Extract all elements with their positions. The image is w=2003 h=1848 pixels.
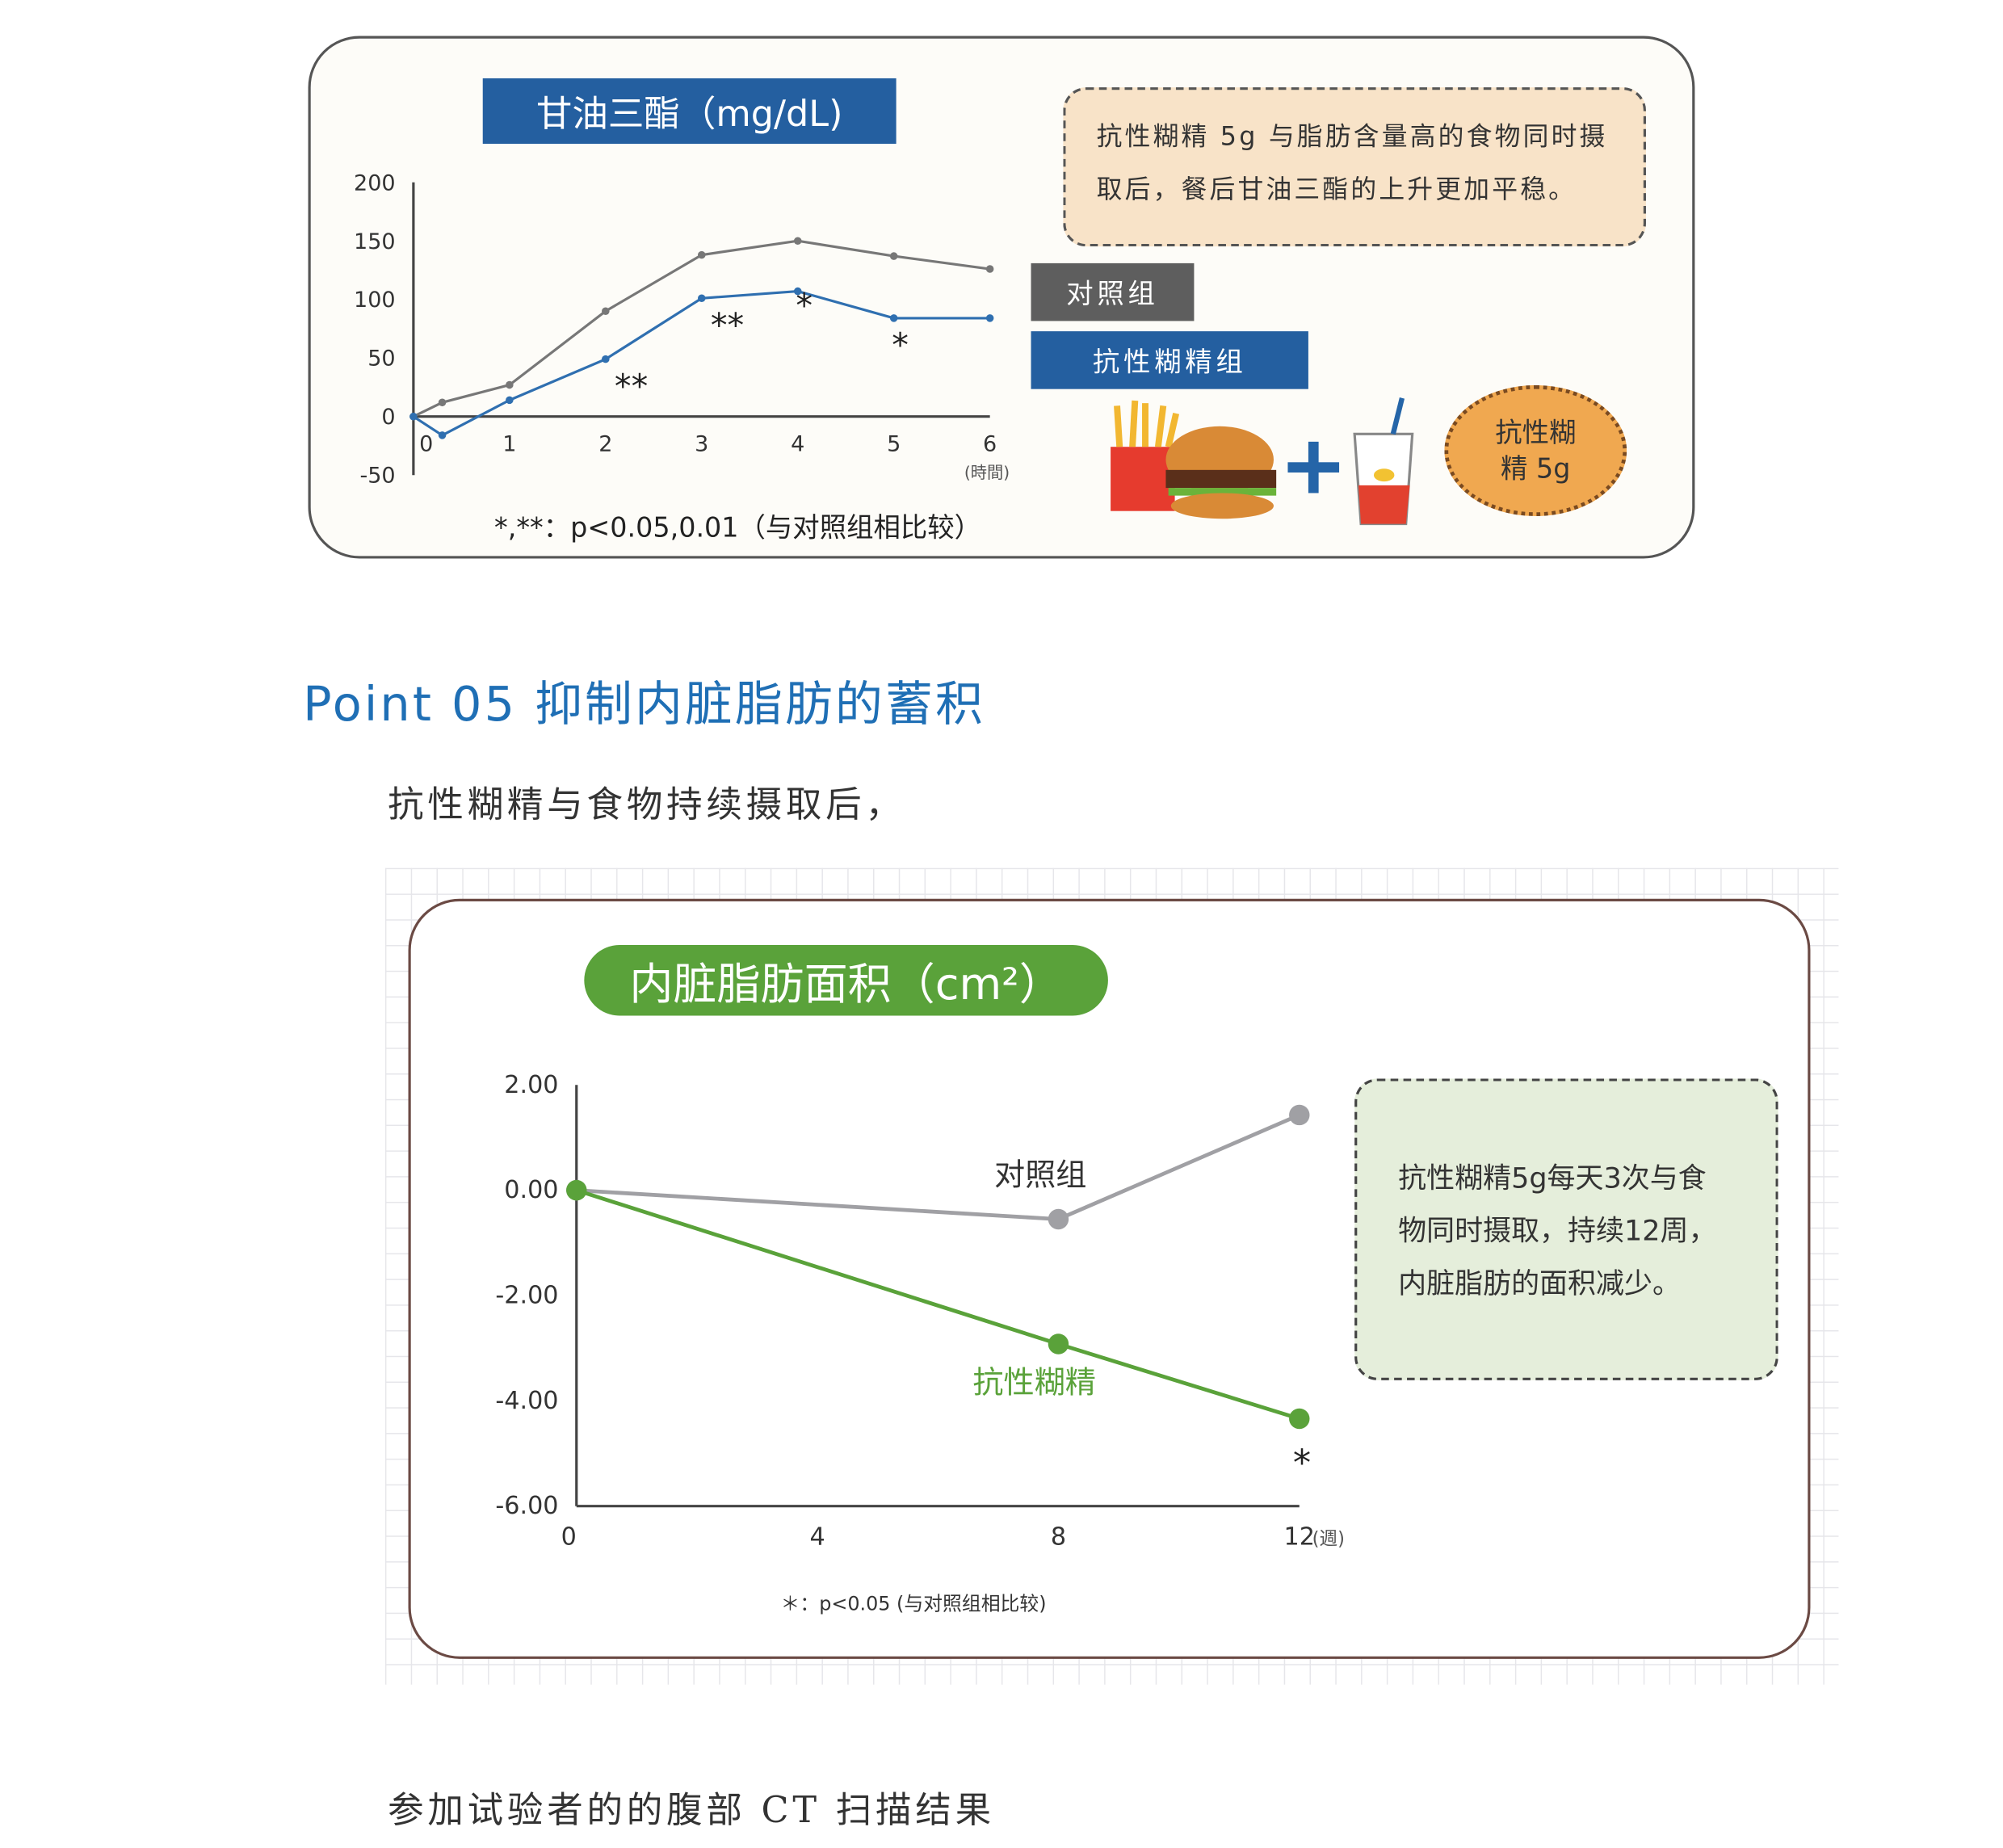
series-label-resistant-dextrin: 抗性糊精 bbox=[972, 1365, 1096, 1401]
data-point bbox=[566, 1179, 587, 1201]
data-point bbox=[1048, 1334, 1069, 1354]
callout-line: 抗性糊精5g每天3次与食 bbox=[1398, 1163, 1707, 1196]
significance-marker: * bbox=[796, 286, 813, 325]
y-tick-label: -6.00 bbox=[495, 1492, 558, 1520]
chart2-title: 内脏脂肪面积（cm²） bbox=[584, 945, 1108, 1016]
x-tick-label: 4 bbox=[791, 432, 804, 457]
x-tick-label: 2 bbox=[598, 432, 612, 457]
x-tick-label: 6 bbox=[983, 432, 997, 457]
data-point bbox=[1289, 1104, 1310, 1126]
data-point bbox=[438, 398, 447, 407]
data-point bbox=[506, 396, 514, 405]
y-tick-label: 0.00 bbox=[504, 1176, 558, 1204]
chart2-footnote: ＊：p<0.05 (与对照组相比较) bbox=[780, 1592, 1047, 1615]
data-point bbox=[602, 355, 610, 363]
data-point bbox=[602, 307, 610, 315]
data-point bbox=[409, 412, 418, 421]
legend-control: 对照组 bbox=[1031, 262, 1195, 321]
data-point bbox=[793, 287, 802, 296]
section-heading: Point 05 抑制内脏脂肪的蓄积 bbox=[303, 676, 986, 733]
x-tick-label: 1 bbox=[502, 432, 516, 457]
significance-marker: ** bbox=[615, 367, 648, 405]
x-tick-label: 3 bbox=[695, 432, 708, 457]
intro-text: 抗性糊精与食物持续摄取后， bbox=[388, 783, 905, 826]
y-tick-label: 200 bbox=[354, 170, 396, 195]
y-tick-label: 100 bbox=[354, 288, 396, 313]
x-tick-label: 0 bbox=[419, 432, 433, 457]
cookie-label-1: 抗性糊 bbox=[1495, 417, 1577, 448]
callout-line: 内脏脂肪的面积减少。 bbox=[1398, 1268, 1681, 1301]
food-illustration bbox=[1111, 397, 1414, 526]
data-point bbox=[698, 250, 706, 259]
data-point bbox=[1289, 1408, 1310, 1430]
data-point bbox=[793, 237, 802, 245]
significance-marker: * bbox=[892, 326, 909, 365]
callout-line: 物同时摄取，持续12周， bbox=[1398, 1216, 1717, 1249]
chart1-footnote: *,**：p<0.05,0.01（与对照组相比较） bbox=[494, 512, 982, 544]
hamburger-icon bbox=[1165, 426, 1277, 519]
ct-caption: 参加试验者的的腹部 CT 扫描结果 bbox=[388, 1788, 995, 1831]
series-line-1 bbox=[413, 289, 990, 437]
drink-icon bbox=[1353, 397, 1414, 526]
x-tick-label: 8 bbox=[1051, 1522, 1066, 1551]
x-tick-label: 4 bbox=[809, 1522, 825, 1551]
data-point bbox=[985, 265, 994, 273]
y-tick-label: 150 bbox=[354, 229, 396, 254]
y-tick-label: 50 bbox=[367, 346, 395, 372]
series-label-control: 对照组 bbox=[994, 1157, 1086, 1192]
chart1-title: 甘油三酯（mg/dL) bbox=[482, 78, 897, 145]
y-tick-label: 0 bbox=[381, 405, 395, 430]
series-line-1 bbox=[576, 1188, 1300, 1421]
chart1-callout: 抗性糊精 5g 与脂肪含量高的食物同时摄取后，餐后甘油三酯的上升更加平稳。 bbox=[1063, 87, 1646, 247]
data-point bbox=[889, 252, 898, 260]
chart2-callout: 抗性糊精5g每天3次与食 物同时摄取，持续12周， 内脏脂肪的面积减少。 bbox=[1354, 1078, 1778, 1380]
y-tick-label: -4.00 bbox=[495, 1387, 558, 1415]
legend-resistant-dextrin: 抗性糊精组 bbox=[1031, 331, 1308, 389]
series-line-0 bbox=[576, 1113, 1300, 1221]
data-point bbox=[985, 314, 994, 322]
fries-icon bbox=[1111, 400, 1180, 511]
data-point bbox=[1048, 1208, 1069, 1230]
x-tick-label: 5 bbox=[887, 432, 901, 457]
data-point bbox=[889, 314, 898, 322]
cookie-label-2: 精 5g bbox=[1501, 453, 1571, 485]
x-axis-unit: (時間) bbox=[964, 463, 1010, 482]
data-point bbox=[506, 380, 514, 389]
plus-icon bbox=[1287, 441, 1340, 494]
data-point bbox=[438, 431, 447, 439]
cookie-icon: 抗性糊 精 5g bbox=[1444, 384, 1627, 517]
data-point bbox=[698, 294, 706, 303]
y-tick-label: -50 bbox=[360, 464, 396, 489]
x-tick-label: 0 bbox=[561, 1522, 577, 1551]
x-tick-label: 12 bbox=[1284, 1522, 1315, 1551]
significance-marker: ** bbox=[711, 306, 744, 345]
significance-marker: * bbox=[1293, 1443, 1311, 1484]
y-tick-label: -2.00 bbox=[495, 1282, 558, 1310]
y-tick-label: 2.00 bbox=[504, 1071, 558, 1099]
x-axis-unit: (週) bbox=[1312, 1528, 1345, 1549]
series-line-0 bbox=[413, 239, 990, 418]
